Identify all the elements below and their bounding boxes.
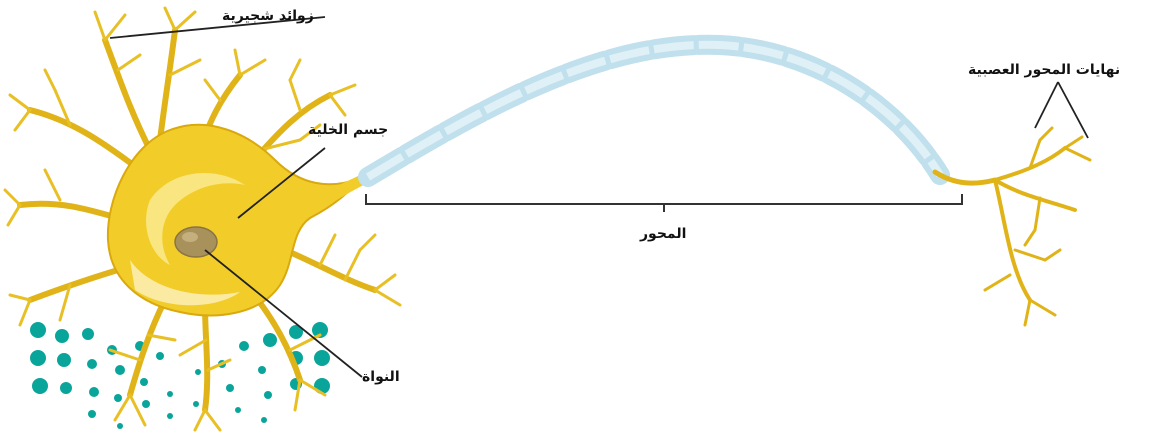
cell-body-highlight — [146, 173, 245, 265]
nucleus-shape — [174, 226, 218, 258]
decorative-dot — [156, 352, 164, 360]
cell-body-leader — [237, 147, 326, 219]
nucleus-label: النواة — [362, 369, 400, 385]
leader-lines — [109, 16, 1089, 378]
axon-terminals-label: نهايات المحور العصبية — [968, 62, 1121, 78]
decorative-dot — [32, 378, 48, 394]
decorative-dot — [195, 369, 201, 375]
nucleus-highlight — [182, 232, 198, 242]
axon-label: المحور — [640, 226, 687, 242]
decorative-dots — [30, 322, 330, 429]
decorative-dot — [30, 350, 46, 366]
decorative-dot — [258, 366, 266, 374]
decorative-dot — [235, 407, 241, 413]
decorative-dot — [261, 417, 267, 423]
decorative-dot — [140, 378, 148, 386]
decorative-dot — [167, 413, 173, 419]
decorative-dot — [55, 329, 69, 343]
decorative-dot — [289, 325, 303, 339]
decorative-dot — [142, 400, 150, 408]
decorative-dot — [312, 322, 328, 338]
decorative-dot — [30, 322, 46, 338]
decorative-dot — [89, 387, 99, 397]
myelin-sheath-inner — [365, 40, 944, 181]
cell-body — [106, 123, 363, 317]
axon-terminals-leader — [1034, 81, 1089, 139]
decorative-dot — [60, 382, 72, 394]
decorative-dot — [57, 353, 71, 367]
decorative-dot — [226, 384, 234, 392]
decorative-dot — [264, 391, 272, 399]
decorative-dot — [114, 394, 122, 402]
nucleus-leader — [204, 249, 363, 378]
dendrites-label: زوائد شجيرية — [222, 8, 314, 24]
decorative-dot — [117, 423, 123, 429]
decorative-dot — [167, 391, 173, 397]
myelin-sheath — [358, 34, 950, 187]
decorative-dot — [239, 341, 249, 351]
dendrites-leader — [109, 16, 326, 39]
decorative-dot — [87, 359, 97, 369]
axon-terminal-branches — [932, 126, 1092, 327]
decorative-dot — [88, 410, 96, 418]
axon-hillock — [300, 172, 370, 214]
decorative-dot — [193, 401, 199, 407]
decorative-dot — [115, 365, 125, 375]
decorative-dot — [314, 350, 330, 366]
decorative-dot — [263, 333, 277, 347]
axon-core — [366, 42, 942, 179]
axon-bracket — [365, 194, 963, 212]
cell-body-label: جسم الخلية — [308, 122, 389, 138]
decorative-dot — [82, 328, 94, 340]
cell-body-shading — [130, 260, 240, 306]
